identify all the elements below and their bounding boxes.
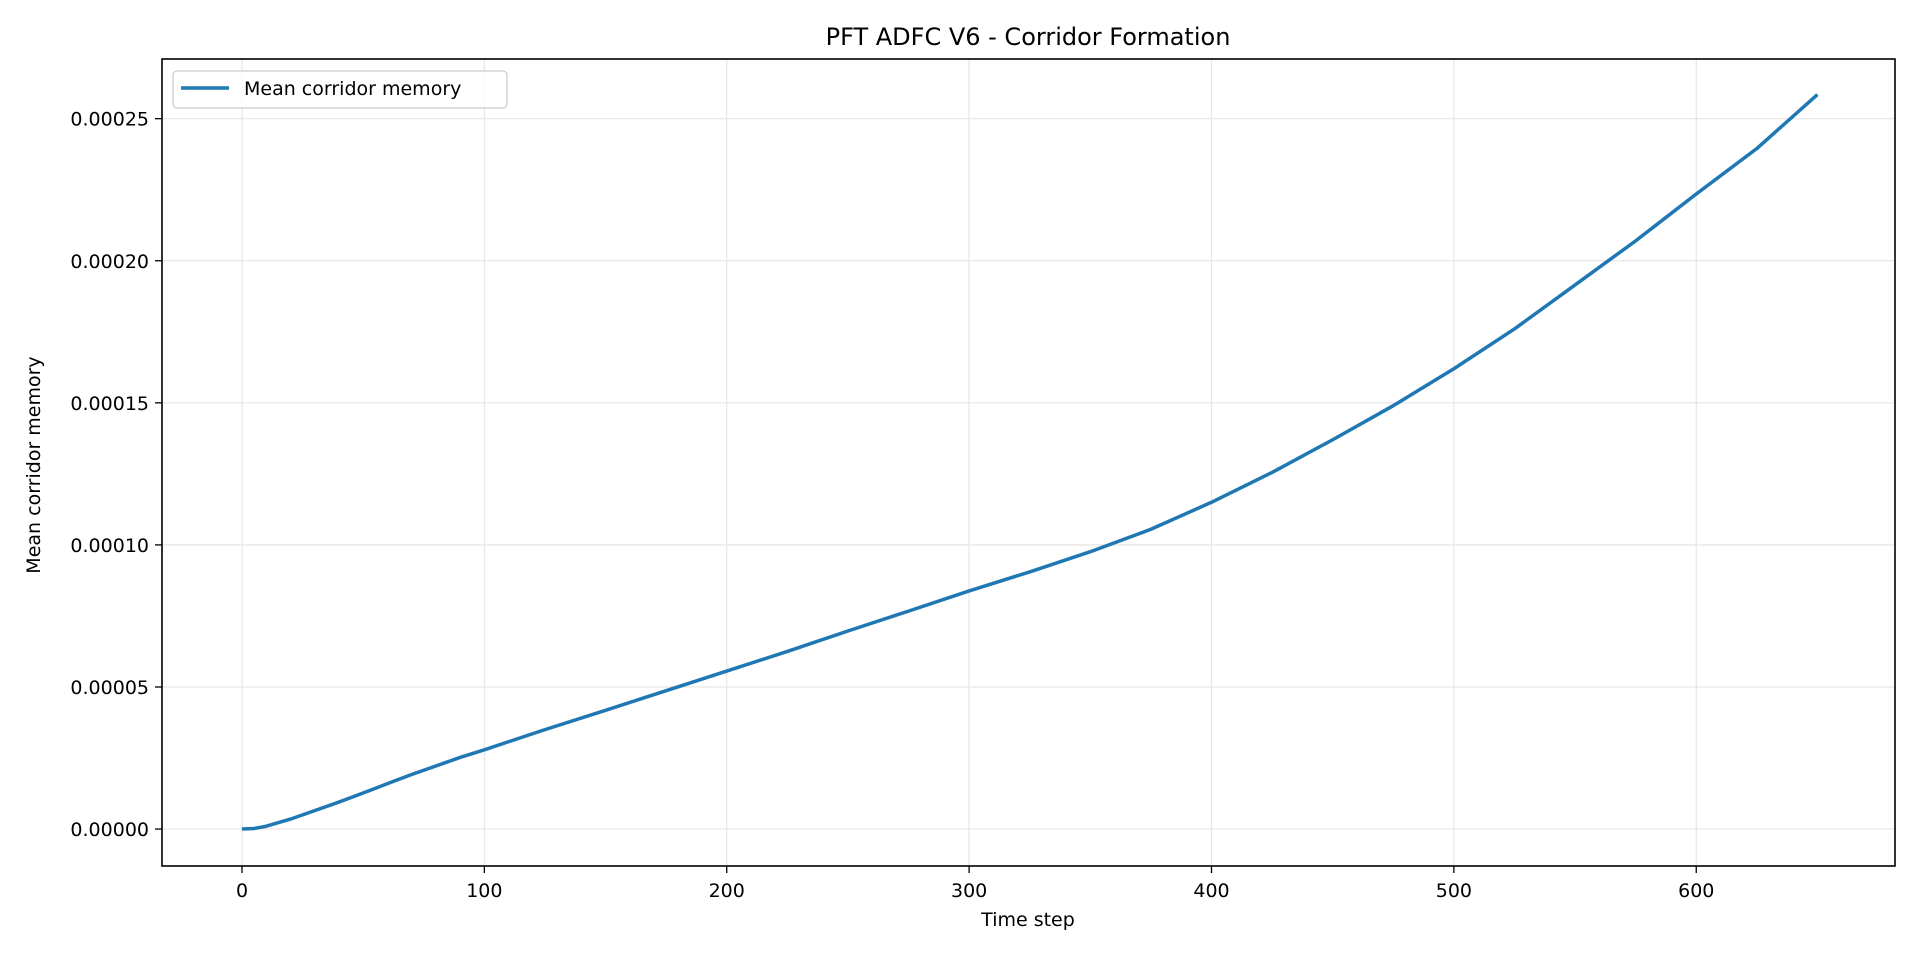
series-line-mean-corridor-memory xyxy=(241,93,1819,831)
y-axis-label: Mean corridor memory xyxy=(23,356,45,573)
y-tick-label: 0.00010 xyxy=(70,535,149,557)
y-axis-ticks: 0.00000 0.00005 0.00010 0.00015 0.00020 0.000… xyxy=(70,109,162,841)
y-tick-label: 0.00005 xyxy=(70,677,149,699)
y-tick-label: 0.00025 xyxy=(70,109,149,131)
y-tick-label: 0.00015 xyxy=(70,393,149,415)
grid-lines xyxy=(162,59,1895,866)
y-tick-label: 0.00000 xyxy=(70,819,149,841)
x-tick-label: 400 xyxy=(1193,880,1229,902)
x-tick-label: 100 xyxy=(466,880,502,902)
legend-label-mean-corridor-memory: Mean corridor memory xyxy=(244,78,461,100)
x-tick-label: 600 xyxy=(1678,880,1714,902)
x-axis-ticks: 0 100 200 300 400 500 600 xyxy=(236,866,1714,902)
plot-area-frame xyxy=(161,58,1896,867)
chart-title: PFT ADFC V6 - Corridor Formation xyxy=(826,23,1231,51)
x-tick-label: 200 xyxy=(709,880,745,902)
x-axis-label: Time step xyxy=(980,909,1075,931)
x-tick-label: 0 xyxy=(236,880,248,902)
legend-box xyxy=(172,70,508,109)
y-tick-label: 0.00020 xyxy=(70,251,149,273)
series-layer xyxy=(241,93,1819,831)
legend: Mean corridor memory xyxy=(172,70,508,109)
x-tick-label: 500 xyxy=(1436,880,1472,902)
x-tick-label: 300 xyxy=(951,880,987,902)
